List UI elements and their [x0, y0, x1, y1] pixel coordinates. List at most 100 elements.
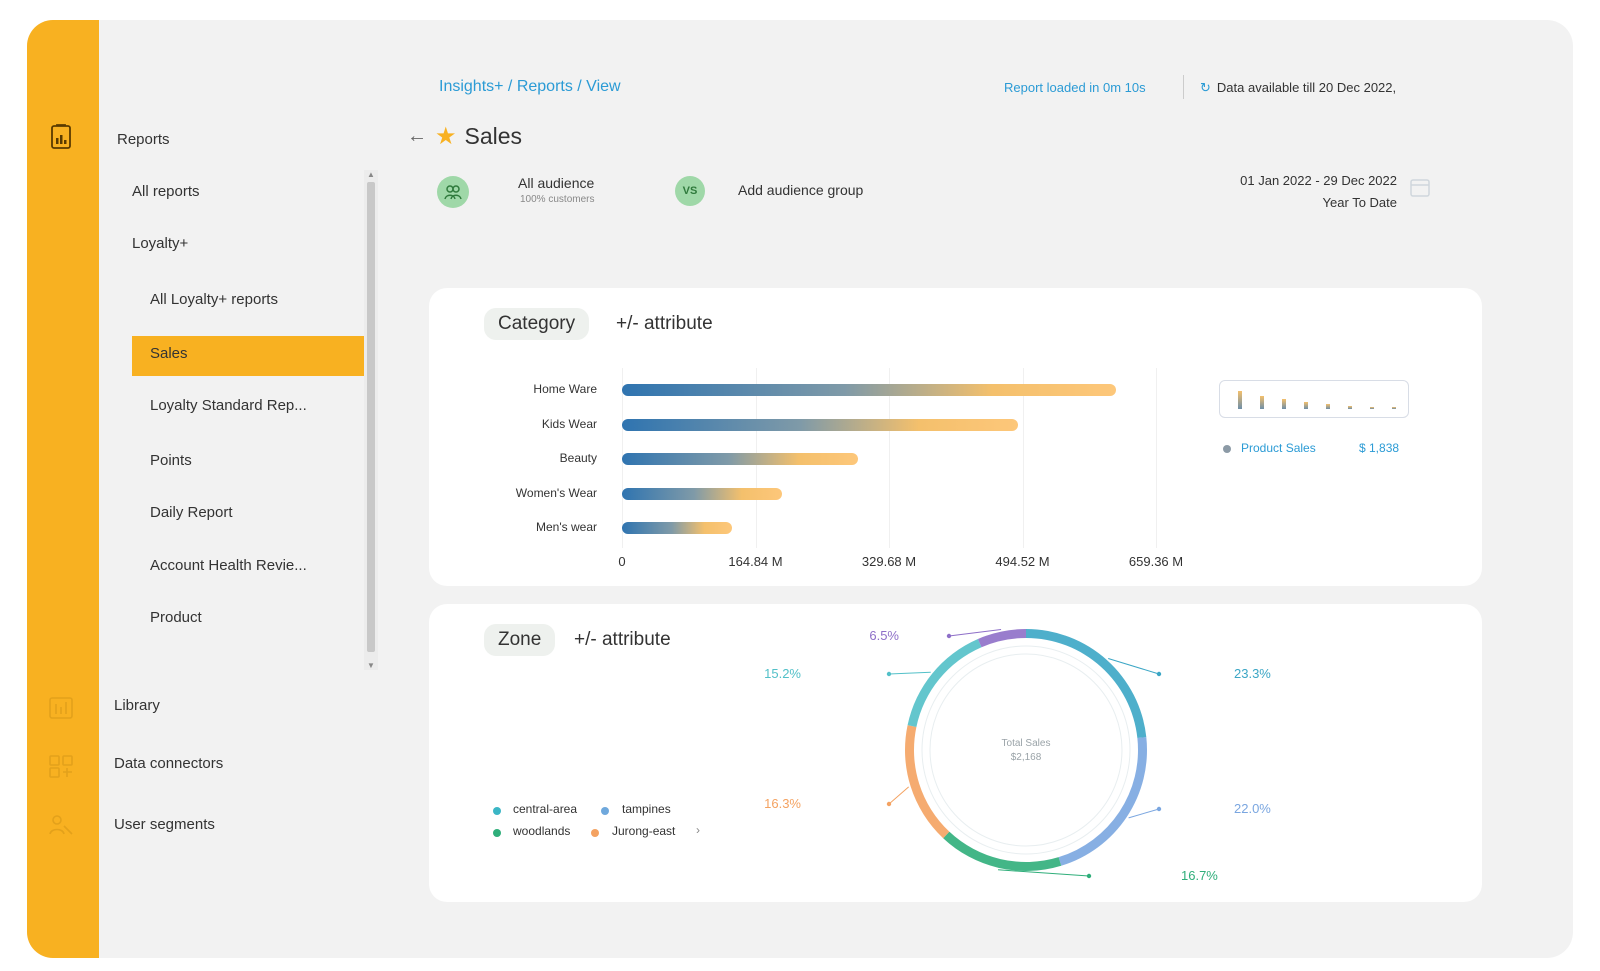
category-label: Men's wear — [536, 520, 597, 534]
user-segments-icon[interactable] — [47, 812, 75, 840]
category-label: Beauty — [559, 451, 597, 465]
nav-daily-report[interactable]: Daily Report — [150, 504, 233, 521]
nav-user-segments[interactable]: User segments — [114, 816, 215, 833]
legend-jurong-east[interactable]: Jurong-east — [612, 824, 676, 838]
bar[interactable] — [622, 453, 858, 465]
legend-tampines[interactable]: tampines — [622, 802, 671, 816]
category-attribute-toggle[interactable]: +/- attribute — [616, 313, 713, 334]
nav-loyalty-standard[interactable]: Loyalty Standard Rep... — [150, 397, 307, 414]
legend-central-area[interactable]: central-area — [513, 802, 578, 816]
callout-dot — [886, 671, 892, 677]
date-preset[interactable]: Year To Date — [1322, 195, 1397, 210]
breadcrumb[interactable]: Insights+ / Reports / View — [439, 78, 621, 95]
donut-guide-ring — [929, 653, 1123, 847]
scroll-up-icon[interactable]: ▲ — [367, 170, 375, 179]
nav-product[interactable]: Product — [150, 609, 202, 626]
nav-active-highlight — [132, 336, 364, 376]
donut-center-label: Total Sales — [1002, 738, 1051, 749]
nav-points[interactable]: Points — [150, 452, 192, 469]
scroll-down-icon[interactable]: ▼ — [367, 661, 375, 670]
calendar-icon[interactable] — [1409, 176, 1431, 198]
scrollbar-thumb[interactable] — [367, 182, 375, 652]
minimap-bar — [1392, 407, 1396, 409]
nav-sales[interactable]: Sales — [150, 345, 188, 362]
donut-slice[interactable] — [907, 638, 982, 727]
donut-slice[interactable] — [943, 831, 1062, 871]
slice-percent-label: 16.7% — [1181, 868, 1218, 883]
zone-donut-chart: 23.3% 22.0% 16.7% 16.3% 15.2% 6.5% Total Sales… — [764, 628, 1271, 883]
vs-badge: VS — [675, 176, 705, 206]
add-audience-group-button[interactable]: Add audience group — [738, 182, 864, 198]
legend-dot-jurong-east — [591, 829, 599, 837]
nav-library[interactable]: Library — [114, 697, 160, 714]
category-label: Women's Wear — [515, 485, 597, 500]
zone-pill[interactable]: Zone — [484, 624, 556, 656]
nav-loyalty[interactable]: Loyalty+ — [132, 235, 189, 252]
date-range[interactable]: 01 Jan 2022 - 29 Dec 2022 — [1240, 173, 1397, 188]
star-icon[interactable]: ★ — [435, 122, 457, 150]
page-title: Sales — [464, 122, 523, 149]
grid-line — [1156, 368, 1157, 548]
minimap-bar — [1326, 404, 1330, 409]
x-tick-label: 494.52 M — [995, 554, 1050, 569]
bar[interactable] — [622, 418, 1019, 431]
bar[interactable] — [622, 487, 783, 500]
bar[interactable] — [622, 384, 1117, 396]
chart-minimap[interactable] — [1219, 380, 1409, 418]
donut-center-value: $2,168 — [1011, 752, 1042, 763]
bar[interactable] — [622, 522, 733, 534]
nav-all-loyalty-reports[interactable]: All Loyalty+ reports — [150, 291, 278, 308]
legend-dot-woodlands — [493, 829, 501, 837]
reports-icon[interactable] — [47, 123, 75, 151]
legend-label: Product Sales — [1241, 441, 1316, 455]
legend-woodlands[interactable]: woodlands — [513, 824, 571, 838]
nav-all-reports[interactable]: All reports — [132, 183, 200, 200]
donut-slice[interactable] — [1026, 629, 1147, 739]
slice-percent-label: 6.5% — [869, 628, 899, 643]
data-connectors-icon[interactable] — [47, 752, 75, 780]
nav-scrollbar[interactable]: ▲ ▼ — [364, 170, 378, 670]
minimap-bar — [1348, 406, 1352, 409]
callout-line — [948, 629, 1002, 637]
nav-section-reports[interactable]: Reports — [117, 131, 170, 148]
donut-slice[interactable] — [905, 725, 950, 839]
slice-percent-label: 22.0% — [1234, 801, 1271, 816]
legend-dot-central-area — [493, 807, 501, 815]
category-label: Home Ware — [533, 382, 597, 396]
legend-next-icon[interactable]: › — [696, 823, 700, 837]
x-tick-label: 659.36 M — [1128, 554, 1184, 569]
nav-data-connectors[interactable]: Data connectors — [114, 755, 224, 772]
report-loaded-text: Report loaded in 0m 10s — [1004, 80, 1146, 95]
minimap-bar — [1370, 407, 1374, 409]
header-divider — [1183, 75, 1184, 99]
back-arrow-icon[interactable]: ← — [407, 124, 427, 147]
x-tick-label: 164.84 M — [728, 554, 783, 569]
minimap-bar — [1304, 402, 1308, 409]
donut-slice[interactable] — [1058, 737, 1147, 866]
donut-guide-ring — [921, 645, 1131, 855]
donut-slice[interactable] — [977, 629, 1026, 648]
callout-line — [1128, 808, 1160, 819]
legend-value: $ 1,838 — [1359, 441, 1400, 455]
nav-account-health[interactable]: Account Health Revie... — [150, 557, 307, 574]
grid-line — [1022, 368, 1024, 548]
grid-line — [889, 368, 890, 548]
category-pill[interactable]: Category — [484, 308, 590, 340]
audience-icon[interactable] — [437, 176, 469, 208]
library-icon[interactable] — [47, 694, 75, 722]
page-title-row: ← ★ Sales — [407, 120, 522, 152]
minimap-bar — [1238, 391, 1242, 409]
callout-line — [888, 671, 931, 675]
app-frame: Reports All reports Loyalty+ All Loyalty… — [27, 20, 1573, 958]
callout-dot — [1156, 806, 1162, 812]
callout-line — [1108, 658, 1160, 675]
users-icon — [444, 185, 462, 200]
audience-label[interactable]: All audience — [518, 175, 595, 191]
icon-rail — [27, 20, 99, 958]
callout-dot — [1086, 873, 1092, 879]
minimap-bar — [1260, 396, 1264, 409]
refresh-icon[interactable]: ↻ — [1200, 80, 1211, 95]
x-tick-label: 0 — [618, 554, 626, 569]
slice-percent-label: 23.3% — [1234, 666, 1271, 681]
zone-attribute-toggle[interactable]: +/- attribute — [574, 629, 671, 650]
